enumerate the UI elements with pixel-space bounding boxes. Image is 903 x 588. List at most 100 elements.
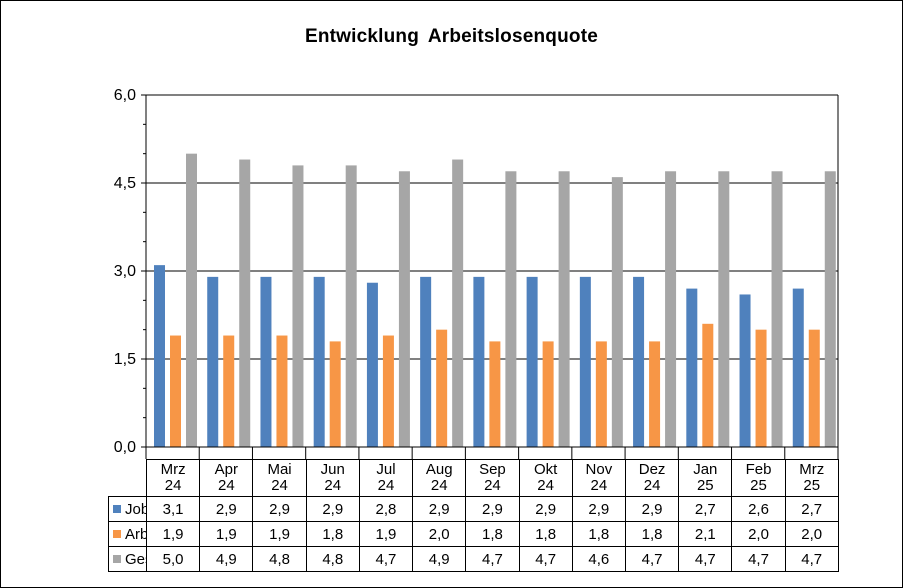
data-label: 4,7 bbox=[518, 546, 573, 572]
table-row: Job-Center3,12,92,92,92,82,92,92,92,92,9… bbox=[108, 496, 839, 522]
category-month: Mrz bbox=[160, 461, 186, 478]
bar-job-center bbox=[260, 276, 272, 447]
legend-entry: Gesamt bbox=[108, 546, 147, 572]
legend-key-icon bbox=[113, 529, 121, 538]
x-category-label: Mrz 25 bbox=[784, 459, 839, 497]
bar-arbeitsagentur bbox=[223, 335, 235, 447]
bar-gesamt bbox=[398, 171, 410, 447]
data-label: 1,8 bbox=[571, 521, 626, 547]
bar-arbeitsagentur bbox=[382, 335, 394, 447]
data-label: 2,9 bbox=[571, 496, 626, 522]
y-tick-label: 6,0 bbox=[114, 87, 136, 104]
data-label: 2,9 bbox=[624, 496, 680, 522]
chart-title: Entwicklung Arbeitslosenquote bbox=[304, 26, 599, 47]
x-category-label: Aug 24 bbox=[412, 459, 467, 497]
data-label: 2,9 bbox=[305, 496, 360, 522]
bar-arbeitsagentur bbox=[170, 335, 181, 447]
data-label: 2,0 bbox=[731, 521, 786, 547]
bar-job-center bbox=[313, 276, 325, 447]
category-year: 24 bbox=[271, 477, 288, 494]
data-label: 1,9 bbox=[199, 521, 254, 547]
data-label: 4,6 bbox=[571, 546, 626, 572]
data-label: 2,9 bbox=[518, 496, 573, 522]
category-year: 24 bbox=[377, 477, 395, 494]
data-label: 4,9 bbox=[412, 546, 467, 572]
bar-job-center bbox=[420, 276, 432, 447]
category-year: 25 bbox=[696, 477, 714, 494]
bar-arbeitsagentur bbox=[436, 329, 448, 447]
bar-job-center bbox=[633, 276, 645, 447]
data-label: 4,7 bbox=[731, 546, 786, 572]
bar-gesamt bbox=[771, 171, 783, 447]
x-category-label: Nov 24 bbox=[571, 459, 626, 497]
data-label: 4,8 bbox=[252, 546, 307, 572]
x-category-label: Apr 24 bbox=[199, 459, 254, 497]
bar-job-center bbox=[739, 294, 751, 447]
bar-gesamt bbox=[611, 177, 623, 447]
category-year: 24 bbox=[590, 477, 608, 494]
category-year: 25 bbox=[750, 477, 767, 494]
legend-key-icon bbox=[113, 504, 121, 513]
category-month: Apr bbox=[214, 461, 238, 478]
category-month: Feb bbox=[745, 461, 772, 478]
y-tick-label: 3,0 bbox=[114, 263, 136, 280]
data-label: 2,9 bbox=[252, 496, 307, 522]
data-label: 1,8 bbox=[305, 521, 360, 547]
x-category-label: Jan 25 bbox=[678, 459, 733, 497]
data-label: 5,0 bbox=[145, 546, 201, 572]
category-month: Nov bbox=[585, 461, 613, 478]
data-label: 2,6 bbox=[731, 496, 786, 522]
bar-job-center bbox=[526, 276, 538, 447]
category-year: 24 bbox=[217, 477, 235, 494]
bar-gesamt bbox=[186, 153, 197, 447]
bar-arbeitsagentur bbox=[808, 329, 820, 447]
x-category-label: Jun 24 bbox=[305, 459, 360, 497]
data-label: 4,7 bbox=[678, 546, 733, 572]
bar-job-center bbox=[207, 276, 219, 447]
bar-job-center bbox=[792, 288, 804, 447]
data-label: 2,7 bbox=[784, 496, 839, 522]
category-year: 24 bbox=[537, 477, 554, 494]
data-label: 4,7 bbox=[784, 546, 839, 572]
category-year: 24 bbox=[430, 477, 448, 494]
table-row: Gesamt5,04,94,84,84,74,94,74,74,64,74,74… bbox=[108, 546, 839, 572]
x-category-label: Jul 24 bbox=[358, 459, 414, 497]
category-month: Okt bbox=[533, 461, 558, 478]
bar-gesamt bbox=[558, 171, 570, 447]
bar-arbeitsagentur bbox=[595, 341, 607, 447]
data-label: 1,9 bbox=[358, 521, 414, 547]
bar-job-center bbox=[154, 265, 165, 447]
category-month: Sep bbox=[479, 461, 506, 478]
series-name: Arbeitsagentur bbox=[125, 525, 147, 543]
bar-job-center bbox=[686, 288, 698, 447]
category-year: 24 bbox=[164, 477, 182, 494]
bar-job-center bbox=[366, 282, 378, 447]
data-label: 2,8 bbox=[358, 496, 414, 522]
x-category-label: Mai 24 bbox=[252, 459, 307, 497]
category-month: Jun bbox=[320, 461, 345, 478]
x-category-label: Dez 24 bbox=[624, 459, 680, 497]
bar-job-center bbox=[473, 276, 485, 447]
x-category-label: Okt 24 bbox=[518, 459, 573, 497]
bar-arbeitsagentur bbox=[542, 341, 554, 447]
data-label: 4,7 bbox=[358, 546, 414, 572]
category-month: Mai bbox=[267, 461, 292, 478]
category-year: 25 bbox=[803, 477, 821, 494]
bar-arbeitsagentur bbox=[649, 341, 661, 447]
data-label: 4,7 bbox=[624, 546, 680, 572]
category-year: 24 bbox=[324, 477, 342, 494]
category-year: 24 bbox=[643, 477, 661, 494]
data-label: 1,8 bbox=[518, 521, 573, 547]
bar-gesamt bbox=[824, 171, 836, 447]
y-tick-label: 1,5 bbox=[114, 351, 136, 368]
data-label: 2,9 bbox=[465, 496, 520, 522]
bar-gesamt bbox=[665, 171, 677, 447]
category-month: Jan bbox=[693, 461, 718, 478]
bar-arbeitsagentur bbox=[489, 341, 501, 447]
bar-gesamt bbox=[345, 165, 357, 447]
data-label: 3,1 bbox=[145, 496, 201, 522]
data-label: 1,8 bbox=[624, 521, 680, 547]
category-year: 24 bbox=[484, 477, 501, 494]
bar-arbeitsagentur bbox=[702, 323, 714, 447]
